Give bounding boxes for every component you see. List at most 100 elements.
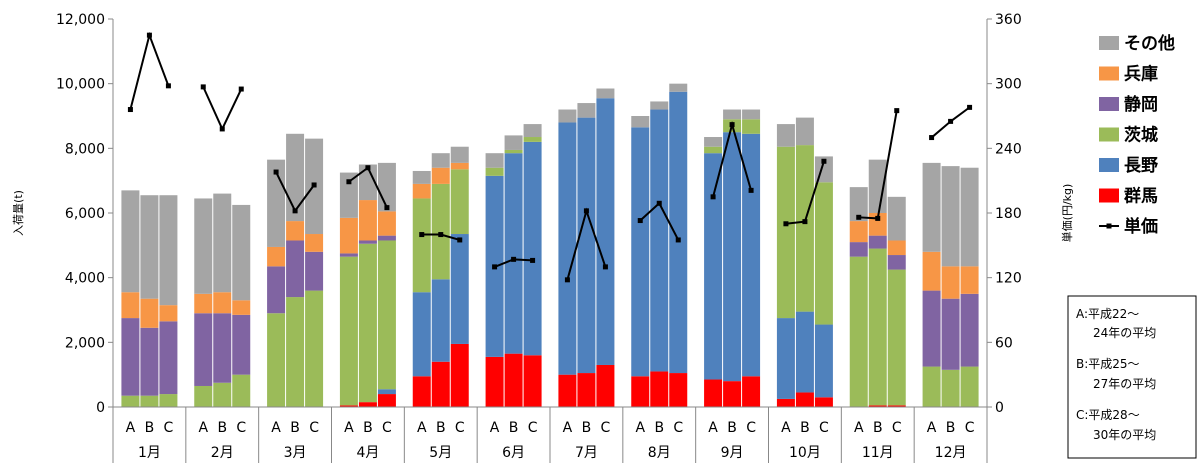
- bar-segment-4-9: [339, 217, 358, 254]
- period-label-2: C: [164, 420, 174, 436]
- bar-segment-2-16: [504, 149, 523, 154]
- bar-segment-5-34: [941, 166, 960, 267]
- bar-segment-5-32: [887, 196, 906, 241]
- price-marker-8: [311, 182, 317, 188]
- bar-segment-2-24: [704, 146, 723, 154]
- price-marker-17: [530, 257, 536, 263]
- bar-segment-2-12: [412, 198, 431, 293]
- price-marker-25: [729, 122, 735, 128]
- period-label-26: C: [746, 420, 756, 436]
- month-label-5: 6月: [502, 445, 525, 461]
- note-line-1: 24年の平均: [1093, 326, 1156, 340]
- price-marker-15: [492, 264, 498, 270]
- bar-segment-1-18: [558, 122, 577, 375]
- price-marker-18: [564, 277, 570, 283]
- bar-segment-2-32: [887, 269, 906, 406]
- month-label-4: 5月: [429, 445, 452, 461]
- legend-swatch-5: [1099, 188, 1119, 203]
- period-label-19: B: [582, 420, 592, 436]
- legend-swatch-4: [1099, 158, 1119, 172]
- note-line-0: A:平成22～: [1076, 307, 1139, 321]
- bar-segment-2-34: [941, 369, 960, 407]
- bar-segment-5-0: [121, 190, 140, 293]
- bar-segment-5-19: [577, 103, 596, 118]
- bar-segment-1-20: [596, 98, 615, 365]
- bar-segment-2-6: [267, 313, 286, 407]
- bar-segment-1-25: [723, 132, 742, 382]
- price-marker-19: [583, 208, 589, 214]
- month-label-7: 8月: [648, 445, 671, 461]
- period-label-10: B: [363, 420, 373, 436]
- bar-segment-5-21: [631, 116, 650, 128]
- price-marker-14: [457, 237, 463, 243]
- bar-segment-2-1: [140, 395, 159, 407]
- price-marker-7: [292, 208, 298, 214]
- bar-segment-5-5: [232, 204, 251, 301]
- y-axis-title: 入荷量(t): [12, 190, 25, 236]
- period-label-31: B: [873, 420, 883, 436]
- bar-segment-3-10: [358, 240, 377, 244]
- bar-segment-4-33: [922, 251, 941, 291]
- legend-label-price: 単価: [1124, 216, 1158, 237]
- bar-segment-2-13: [431, 183, 450, 280]
- labels-layer: 入荷量(t) 単価(円/kg): [12, 184, 1074, 243]
- period-label-25: B: [727, 420, 737, 436]
- note-line-4: C:平成28～: [1076, 408, 1140, 422]
- price-marker-23: [675, 237, 681, 243]
- bar-segment-5-10: [358, 164, 377, 201]
- y2-tick-label-5: 300: [995, 77, 1022, 93]
- price-marker-16: [511, 256, 517, 262]
- period-label-14: C: [455, 420, 465, 436]
- bar-segment-5-28: [795, 117, 814, 146]
- bar-segment-1-21: [631, 127, 650, 377]
- bar-segment-4-13: [431, 167, 450, 184]
- bar-segment-3-33: [922, 290, 941, 367]
- period-label-8: C: [309, 420, 319, 436]
- month-label-11: 12月: [935, 445, 967, 461]
- bar-segment-0-14: [450, 343, 469, 407]
- bar-segment-3-6: [267, 266, 286, 314]
- period-label-15: A: [490, 420, 500, 436]
- bar-segment-4-7: [286, 221, 305, 241]
- bar-segment-5-4: [213, 193, 232, 293]
- bar-segment-1-11: [377, 389, 396, 395]
- bar-segment-0-9: [339, 405, 358, 407]
- legend-label-3: 茨城: [1124, 125, 1158, 146]
- bar-segment-0-15: [485, 356, 504, 407]
- price-marker-6: [273, 169, 279, 175]
- price-marker-4: [219, 126, 225, 132]
- bar-segment-3-3: [194, 313, 213, 386]
- bar-segment-2-2: [159, 394, 178, 407]
- y2-tick-label-6: 360: [995, 12, 1022, 28]
- bar-segment-5-17: [523, 124, 542, 138]
- bar-segment-3-5: [232, 314, 251, 375]
- bar-segment-4-32: [887, 240, 906, 256]
- bar-segment-3-7: [286, 240, 305, 298]
- legend-label-4: 長野: [1124, 156, 1158, 176]
- bar-segment-2-3: [194, 385, 213, 407]
- bar-segment-4-35: [960, 266, 979, 294]
- bar-segment-2-9: [339, 256, 358, 406]
- price-marker-28: [802, 219, 808, 225]
- bar-segment-0-18: [558, 374, 577, 407]
- bar-segment-3-8: [305, 251, 324, 291]
- bar-segment-0-13: [431, 361, 450, 407]
- bar-segment-4-1: [140, 298, 159, 328]
- bar-segment-2-11: [377, 240, 396, 390]
- price-line-1: [202, 86, 243, 132]
- legend-swatch-3: [1099, 127, 1119, 142]
- bar-segment-2-4: [213, 382, 232, 407]
- period-label-3: A: [198, 420, 208, 436]
- bar-segment-3-31: [868, 235, 887, 249]
- bar-segment-1-29: [814, 324, 833, 398]
- bar-segment-5-15: [485, 153, 504, 168]
- price-marker-33: [929, 135, 935, 141]
- bar-segment-3-1: [140, 327, 159, 396]
- bar-segment-2-31: [868, 248, 887, 406]
- y2-tick-label-4: 240: [995, 141, 1022, 157]
- y2-tick-label-2: 120: [995, 271, 1022, 287]
- bar-segment-1-28: [795, 311, 814, 393]
